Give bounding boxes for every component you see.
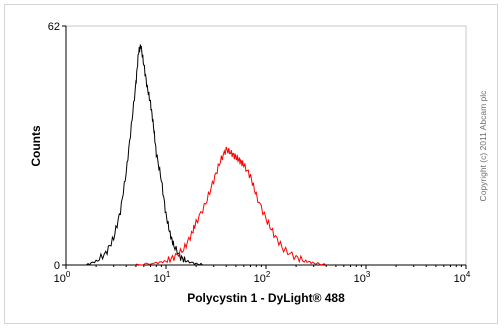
x-tick-label: 101 — [154, 270, 171, 285]
y-axis-title: Counts — [29, 125, 43, 167]
series-line-1 — [86, 44, 206, 266]
plot-area — [65, 25, 467, 266]
data-series — [86, 44, 327, 266]
x-axis-title: Polycystin 1 - DyLight® 488 — [187, 291, 345, 305]
x-tick-exponent: 4 — [466, 270, 471, 279]
x-tick-exponent: 1 — [166, 270, 171, 279]
chart-frame — [4, 4, 498, 324]
x-tick-label: 103 — [354, 270, 371, 285]
copyright-annotation: Copyright (c) 2011 Abcam plc — [478, 90, 488, 202]
y-tick-label: 0 — [54, 260, 60, 272]
x-tick-exponent: 0 — [66, 270, 71, 279]
x-tick-label: 102 — [254, 270, 271, 285]
x-tick-label: 100 — [54, 270, 71, 285]
x-tick-exponent: 2 — [266, 270, 271, 279]
axis-ticks — [62, 25, 467, 269]
x-tick-exponent: 3 — [366, 270, 371, 279]
plot-border — [65, 25, 467, 266]
series-line-2 — [135, 146, 327, 266]
y-tick-label: 62 — [48, 21, 60, 33]
x-tick-label: 104 — [454, 270, 471, 285]
